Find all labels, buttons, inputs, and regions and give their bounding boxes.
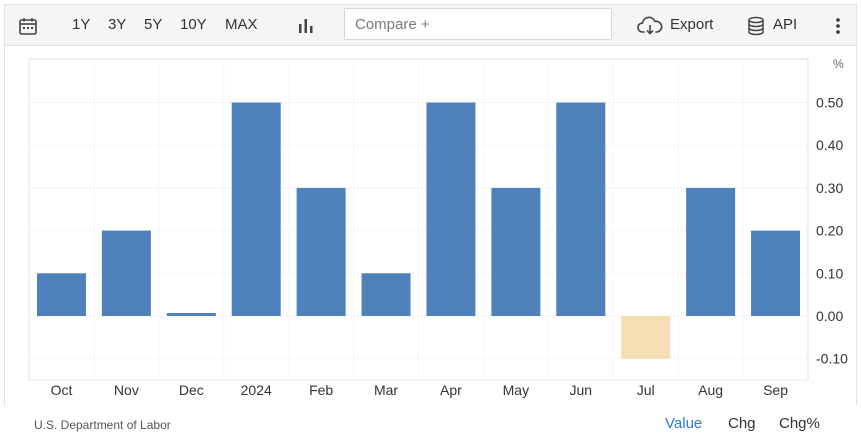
tab-value[interactable]: Value [665,415,703,432]
bar-nov[interactable] [101,230,151,316]
bar-feb[interactable] [296,187,346,316]
tab-chg-percent[interactable]: Chg% [779,415,820,432]
y-tick-label: 0.30 [816,180,843,196]
x-tick-label: Feb [309,382,333,398]
bar-apr[interactable] [426,102,476,317]
export-button[interactable]: Export [670,16,714,33]
cloud-download-icon[interactable] [636,14,664,38]
bar-chart: 0.50 0.40 0.30 0.20 0.10 0.00 -0.10% Oct Nov Dec 2… [28,57,848,398]
bar-jun[interactable] [556,102,606,317]
y-tick-label: 0.10 [816,265,843,281]
y-tick-label: -0.10 [816,351,848,367]
range-5y-button[interactable]: 5Y [144,16,163,33]
y-unit-label: % [833,57,844,71]
x-tick-label: Dec [179,382,204,398]
y-tick-label: 0.20 [816,223,843,239]
x-tick-label: Oct [51,382,73,398]
bar-2024[interactable] [231,102,281,317]
x-tick-label: Aug [698,382,723,398]
x-tick-label: May [503,382,529,398]
bar-aug[interactable] [686,187,736,316]
bar-dec[interactable] [166,313,216,316]
x-tick-label: Apr [440,382,462,398]
x-tick-label: Jun [570,382,593,398]
x-tick-label: Nov [114,382,139,398]
y-tick-label: 0.00 [816,308,843,324]
range-max-button[interactable]: MAX [225,16,258,33]
bar-sep[interactable] [751,230,801,316]
bar-chart-icon[interactable] [294,14,318,38]
x-tick-label: Jul [637,382,655,398]
y-tick-label: 0.40 [816,137,843,153]
bar-mar[interactable] [361,273,411,316]
compare-input[interactable] [344,8,612,40]
x-tick-label: Mar [374,382,398,398]
bar-jul[interactable] [621,316,671,359]
api-button[interactable]: API [773,16,798,33]
more-vertical-icon[interactable] [826,14,850,38]
y-tick-label: 0.50 [816,95,843,111]
database-icon[interactable] [744,14,768,38]
x-tick-label: Sep [763,382,788,398]
source-label: U.S. Department of Labor [34,418,171,432]
x-tick-label: 2024 [241,382,272,398]
range-1y-button[interactable]: 1Y [72,16,91,33]
bar-oct[interactable] [36,273,86,316]
chart-toolbar: 1Y 3Y 5Y 10Y MAX Export API [4,4,857,46]
tab-chg[interactable]: Chg [728,415,756,432]
calendar-icon[interactable] [16,14,40,38]
bar-may[interactable] [491,187,541,316]
chart-frame [4,46,857,406]
range-10y-button[interactable]: 10Y [180,16,207,33]
range-3y-button[interactable]: 3Y [108,16,127,33]
